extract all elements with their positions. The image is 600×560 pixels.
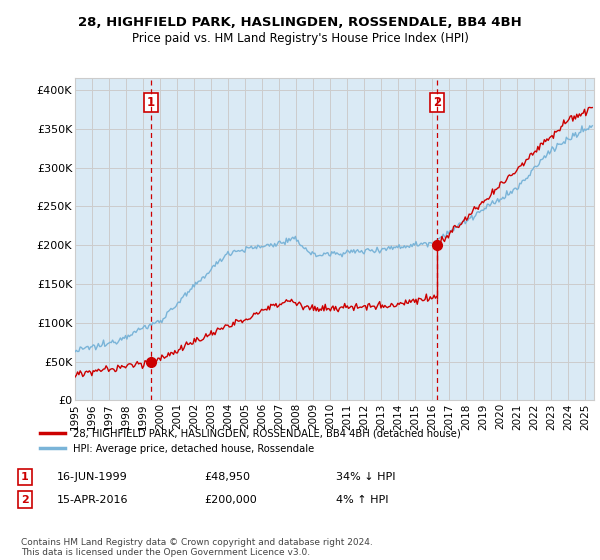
Text: 28, HIGHFIELD PARK, HASLINGDEN, ROSSENDALE, BB4 4BH: 28, HIGHFIELD PARK, HASLINGDEN, ROSSENDA…	[78, 16, 522, 29]
Text: 1: 1	[21, 472, 29, 482]
Text: 34% ↓ HPI: 34% ↓ HPI	[336, 472, 395, 482]
Text: 4% ↑ HPI: 4% ↑ HPI	[336, 494, 389, 505]
Legend: 28, HIGHFIELD PARK, HASLINGDEN, ROSSENDALE, BB4 4BH (detached house), HPI: Avera: 28, HIGHFIELD PARK, HASLINGDEN, ROSSENDA…	[35, 423, 466, 459]
Text: £200,000: £200,000	[204, 494, 257, 505]
Text: 15-APR-2016: 15-APR-2016	[57, 494, 128, 505]
Text: 2: 2	[433, 96, 442, 109]
Text: Contains HM Land Registry data © Crown copyright and database right 2024.
This d: Contains HM Land Registry data © Crown c…	[21, 538, 373, 557]
Text: 1: 1	[147, 96, 155, 109]
Text: Price paid vs. HM Land Registry's House Price Index (HPI): Price paid vs. HM Land Registry's House …	[131, 32, 469, 45]
Text: 2: 2	[21, 494, 29, 505]
Text: 16-JUN-1999: 16-JUN-1999	[57, 472, 128, 482]
Text: £48,950: £48,950	[204, 472, 250, 482]
